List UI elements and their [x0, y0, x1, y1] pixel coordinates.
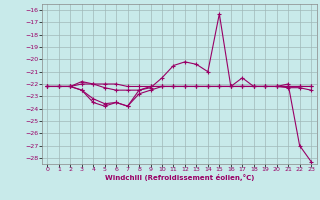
X-axis label: Windchill (Refroidissement éolien,°C): Windchill (Refroidissement éolien,°C) [105, 174, 254, 181]
